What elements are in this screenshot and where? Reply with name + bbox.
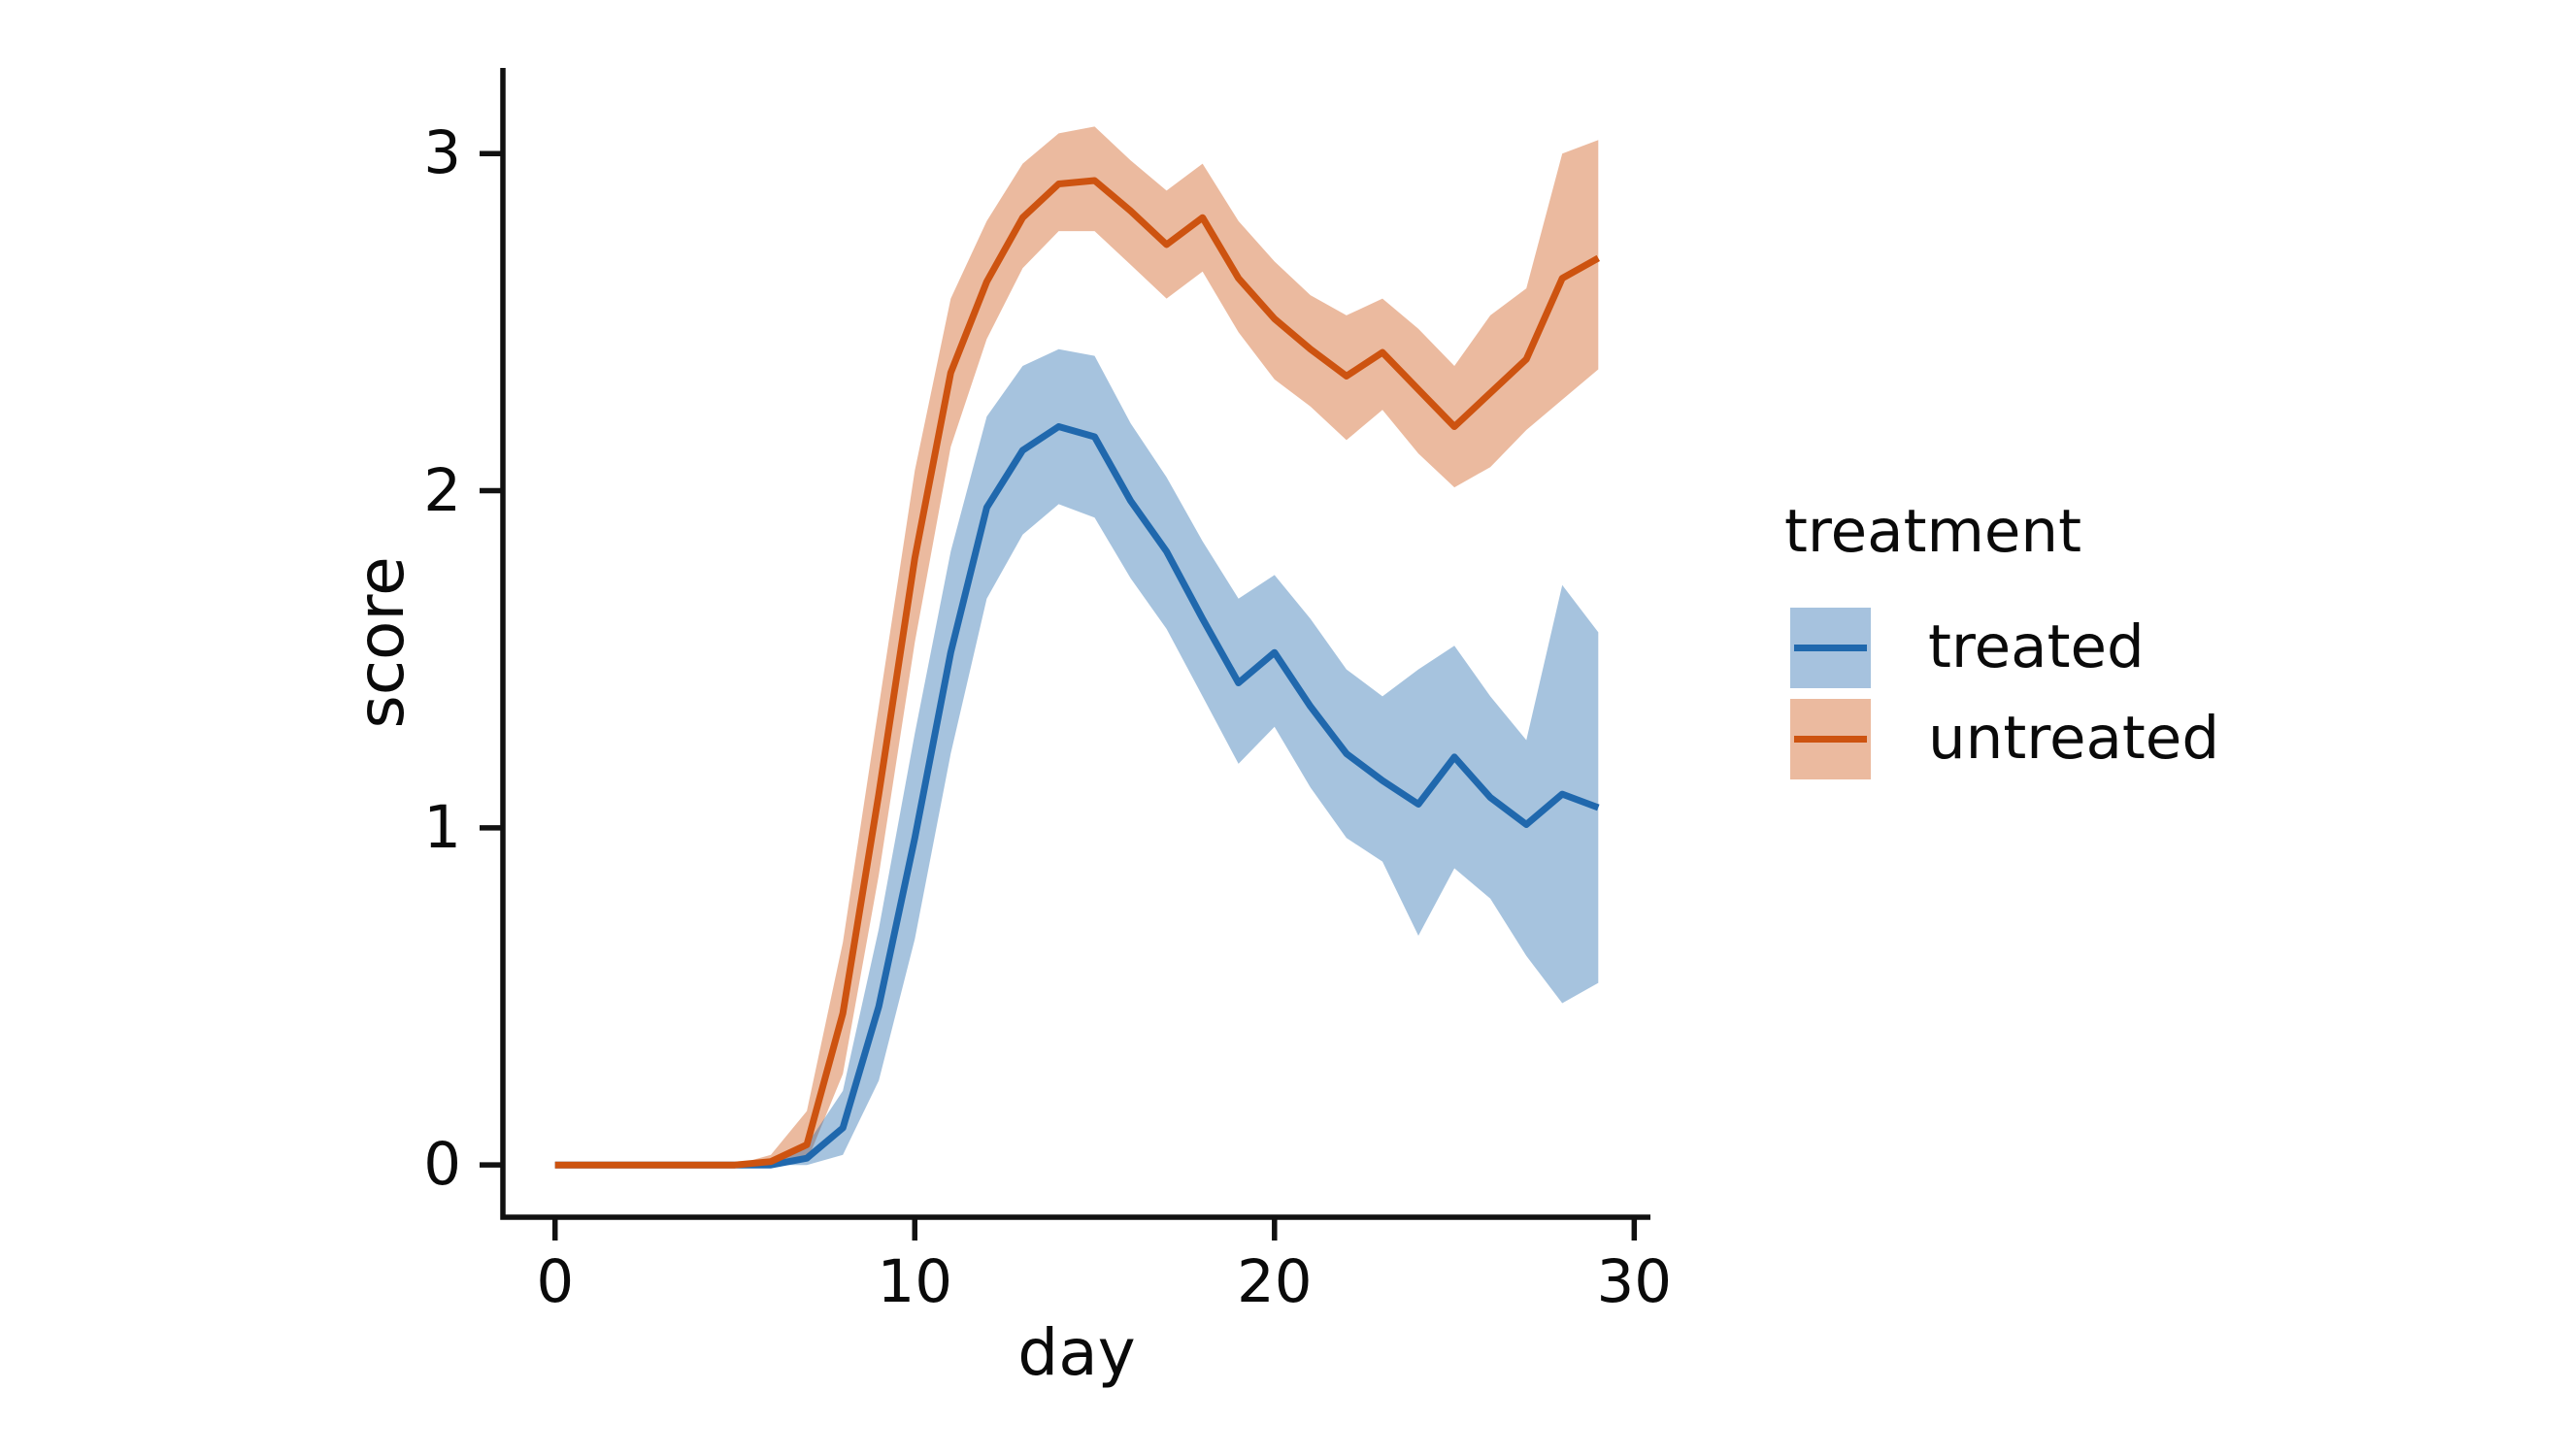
legend: treatment treated untreated [1767,476,2446,825]
y-tick-label: 1 [423,792,461,862]
legend-label-treated: treated [1928,612,2145,681]
axes-spines [500,68,1650,1220]
x-axis-label: day [1017,1315,1136,1390]
x-tick-label: 10 [877,1247,953,1316]
ci-band-untreated [554,126,1599,1166]
x-tick-label: 20 [1236,1247,1313,1316]
legend-line-treated-icon [1794,645,1867,651]
legend-swatch-treated-icon [1790,608,1871,688]
y-tick-label: 0 [423,1130,461,1200]
ci-band-treated [554,348,1599,1166]
mean-line-untreated [554,177,1601,1169]
x-tick-label: 30 [1596,1247,1673,1316]
legend-label-untreated: untreated [1928,704,2220,773]
legend-swatch-untreated-icon [1790,699,1871,779]
y-tick-label: 3 [423,118,461,188]
y-tick-label: 2 [423,455,461,525]
legend-title: treatment [1784,497,2082,566]
x-tick-label: 0 [536,1247,575,1316]
legend-line-untreated-icon [1794,736,1867,743]
